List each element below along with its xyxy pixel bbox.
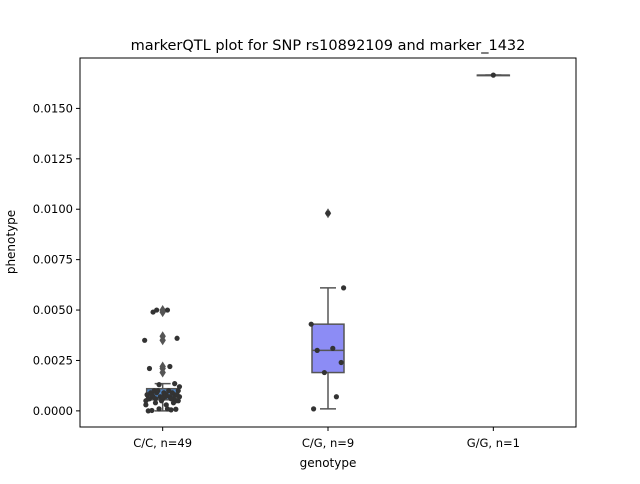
data-point xyxy=(167,363,173,370)
y-tick-label: 0.0025 xyxy=(33,353,73,367)
data-point xyxy=(341,285,347,291)
data-point xyxy=(325,210,331,216)
data-point xyxy=(154,307,160,313)
chart-title: markerQTL plot for SNP rs10892109 and ma… xyxy=(131,38,526,54)
data-point xyxy=(311,406,317,412)
x-axis-label: genotype xyxy=(300,456,357,470)
data-point xyxy=(176,384,183,390)
data-point xyxy=(330,345,336,351)
data-point xyxy=(145,396,151,402)
outlier-marker xyxy=(159,335,166,346)
data-point xyxy=(172,381,178,387)
data-point xyxy=(143,402,149,408)
y-axis: 0.0000 0.0025 0.0050 0.0075 0.0100 0.0125 0.01… xyxy=(33,101,80,418)
y-tick-label: 0.0100 xyxy=(33,202,73,216)
data-point xyxy=(168,396,174,402)
data-point xyxy=(160,394,166,400)
chart-marks xyxy=(142,72,511,414)
data-point xyxy=(166,388,172,394)
y-tick-label: 0.0125 xyxy=(33,152,73,166)
y-tick-label: 0.0050 xyxy=(33,303,73,317)
data-point xyxy=(156,406,162,412)
y-tick-label: 0.0075 xyxy=(33,253,73,267)
data-point xyxy=(338,359,344,366)
data-point xyxy=(158,398,165,404)
data-point xyxy=(161,390,167,396)
data-point xyxy=(174,392,180,398)
data-point xyxy=(314,347,320,353)
data-point xyxy=(170,400,177,406)
x-axis: C/C, n=49 C/G, n=9 G/G, n=1 xyxy=(133,427,520,450)
data-point xyxy=(156,382,162,388)
data-point xyxy=(149,392,155,398)
data-point xyxy=(308,321,314,327)
data-point xyxy=(149,407,155,414)
outlier-marker xyxy=(159,305,166,316)
data-point xyxy=(146,365,153,372)
outlier-marker xyxy=(159,367,166,378)
data-point xyxy=(174,335,180,341)
x-tick-label: C/C, n=49 xyxy=(133,436,192,450)
data-point xyxy=(490,72,496,78)
data-point xyxy=(142,337,148,343)
data-point xyxy=(164,406,171,412)
y-axis-label: phenotype xyxy=(4,210,18,274)
data-point xyxy=(173,406,179,412)
data-point xyxy=(151,388,157,394)
data-point xyxy=(175,388,181,394)
y-tick-label: 0.0000 xyxy=(33,404,73,418)
y-tick-label: 0.0150 xyxy=(33,101,73,115)
data-point xyxy=(333,394,339,400)
x-tick-label: G/G, n=1 xyxy=(467,436,520,450)
x-tick-label: C/G, n=9 xyxy=(302,436,354,450)
data-point xyxy=(163,402,169,408)
data-point xyxy=(152,400,159,406)
data-point xyxy=(155,388,161,394)
data-point xyxy=(164,307,171,313)
data-point xyxy=(321,369,327,376)
